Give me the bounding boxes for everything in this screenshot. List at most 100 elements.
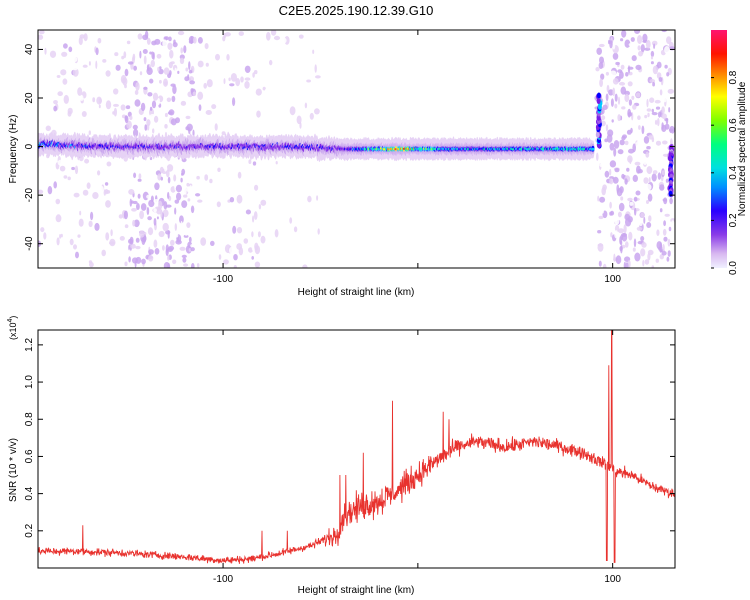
spectrogram-xlabel: Height of straight line (km) xyxy=(298,287,415,298)
noise-blob-2 xyxy=(205,62,209,67)
noise-blob-4 xyxy=(661,106,665,114)
noise-blob-1 xyxy=(180,177,183,183)
noise-blob-0 xyxy=(104,182,109,186)
noise-blob-1 xyxy=(174,67,177,76)
noise-blob-1 xyxy=(159,66,162,70)
noise-blob-1 xyxy=(183,263,189,267)
noise-blob-1 xyxy=(151,100,157,109)
noise-blob-0 xyxy=(75,251,79,259)
noise-blob-2 xyxy=(206,79,213,88)
noise-blob-4 xyxy=(638,125,641,130)
noise-blob-2 xyxy=(253,70,258,75)
noise-blob-4 xyxy=(596,152,599,161)
noise-blob-0 xyxy=(124,84,127,89)
noise-blob-0 xyxy=(80,95,84,101)
noise-blob-2 xyxy=(225,90,232,99)
noise-blob-1 xyxy=(160,209,163,219)
noise-blob-4 xyxy=(662,140,668,145)
snr-plot-area xyxy=(38,330,675,568)
noise-blob-4 xyxy=(662,228,667,236)
noise-blob-3 xyxy=(314,64,317,73)
noise-blob-4 xyxy=(625,72,629,77)
snr-exponent-sup: 4 xyxy=(7,318,14,322)
snr-ylabel: SNR (10 * v/v) xyxy=(8,438,19,502)
noise-blob-2 xyxy=(210,240,215,246)
noise-blob-1 xyxy=(180,36,184,43)
noise-blob-3 xyxy=(296,115,302,125)
spectrogram-ytick-label: 0 xyxy=(24,143,35,149)
noise-blob-4 xyxy=(635,92,641,98)
noise-blob-3 xyxy=(269,59,273,66)
noise-blob-4 xyxy=(599,163,606,168)
noise-blob-4 xyxy=(665,118,669,125)
noise-blob-4 xyxy=(648,177,651,183)
noise-blob-4 xyxy=(651,265,655,268)
noise-blob-1 xyxy=(132,124,138,130)
noise-blob-4 xyxy=(646,166,653,175)
noise-blob-4 xyxy=(613,147,617,157)
noise-blob-4 xyxy=(644,114,648,119)
burst-0 xyxy=(595,131,600,138)
noise-blob-1 xyxy=(133,65,138,71)
noise-blob-1 xyxy=(126,120,132,129)
colorbar-tick-label: 0.0 xyxy=(728,261,739,275)
noise-blob-1 xyxy=(162,245,165,251)
noise-blob-2 xyxy=(253,211,258,220)
noise-blob-1 xyxy=(147,92,153,97)
noise-blob-1 xyxy=(136,203,140,210)
spectrogram-xtick-label: -100 xyxy=(213,274,233,285)
noise-blob-4 xyxy=(643,136,650,144)
noise-blob-4 xyxy=(614,217,620,226)
noise-blob-1 xyxy=(147,216,152,221)
noise-blob-2 xyxy=(248,247,253,253)
noise-blob-2 xyxy=(233,172,239,180)
noise-blob-4 xyxy=(669,197,673,205)
noise-blob-4 xyxy=(627,197,633,202)
noise-blob-4 xyxy=(671,220,675,227)
noise-blob-2 xyxy=(215,53,220,61)
noise-blob-4 xyxy=(636,140,641,147)
noise-blob-1 xyxy=(179,57,185,64)
snr-exponent-base: (x10 xyxy=(8,322,18,340)
noise-blob-4 xyxy=(630,37,635,42)
noise-blob-4 xyxy=(621,30,627,38)
noise-blob-0 xyxy=(118,214,123,219)
noise-blob-1 xyxy=(132,200,138,205)
noise-blob-1 xyxy=(175,239,182,245)
noise-blob-4 xyxy=(651,173,657,182)
noise-blob-2 xyxy=(229,197,235,203)
noise-blob-1 xyxy=(181,172,184,176)
noise-blob-4 xyxy=(613,253,616,262)
noise-blob-0 xyxy=(97,37,102,44)
noise-blob-4 xyxy=(598,62,604,69)
noise-blob-4 xyxy=(616,184,620,193)
noise-blob-4 xyxy=(610,70,617,76)
noise-blob-4 xyxy=(604,138,608,143)
noise-blob-1 xyxy=(174,223,177,231)
noise-blob-2 xyxy=(222,35,226,42)
noise-blob-4 xyxy=(598,260,602,267)
noise-blob-0 xyxy=(83,33,88,42)
noise-blob-1 xyxy=(152,92,159,101)
noise-blob-1 xyxy=(190,205,195,214)
noise-blob-4 xyxy=(651,108,654,113)
noise-blob-1 xyxy=(153,218,157,226)
noise-blob-4 xyxy=(650,103,657,108)
noise-blob-4 xyxy=(602,263,607,268)
noise-blob-4 xyxy=(633,238,637,248)
noise-blob-1 xyxy=(169,49,174,59)
noise-blob-4 xyxy=(647,193,653,202)
noise-blob-2 xyxy=(230,73,237,82)
noise-blob-1 xyxy=(133,128,139,138)
noise-blob-0 xyxy=(82,189,89,196)
noise-blob-4 xyxy=(624,93,630,103)
noise-blob-4 xyxy=(609,211,613,216)
noise-blob-1 xyxy=(128,189,135,195)
noise-blob-4 xyxy=(668,132,673,137)
noise-blob-1 xyxy=(155,123,160,132)
noise-blob-1 xyxy=(188,69,193,74)
noise-blob-0 xyxy=(77,234,81,238)
noise-blob-1 xyxy=(154,248,160,255)
noise-blob-1 xyxy=(132,219,136,227)
noise-blob-3 xyxy=(266,31,271,41)
